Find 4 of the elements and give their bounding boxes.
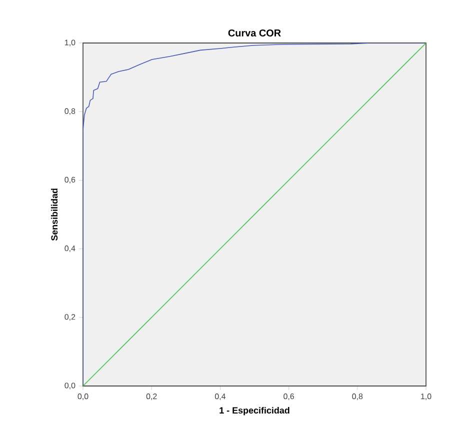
x-axis-title: 1 - Especificidad xyxy=(220,406,290,416)
chart-title: Curva COR xyxy=(228,29,281,36)
line-series xyxy=(83,42,426,386)
y-axis-title: Sensibilidad xyxy=(50,188,58,241)
